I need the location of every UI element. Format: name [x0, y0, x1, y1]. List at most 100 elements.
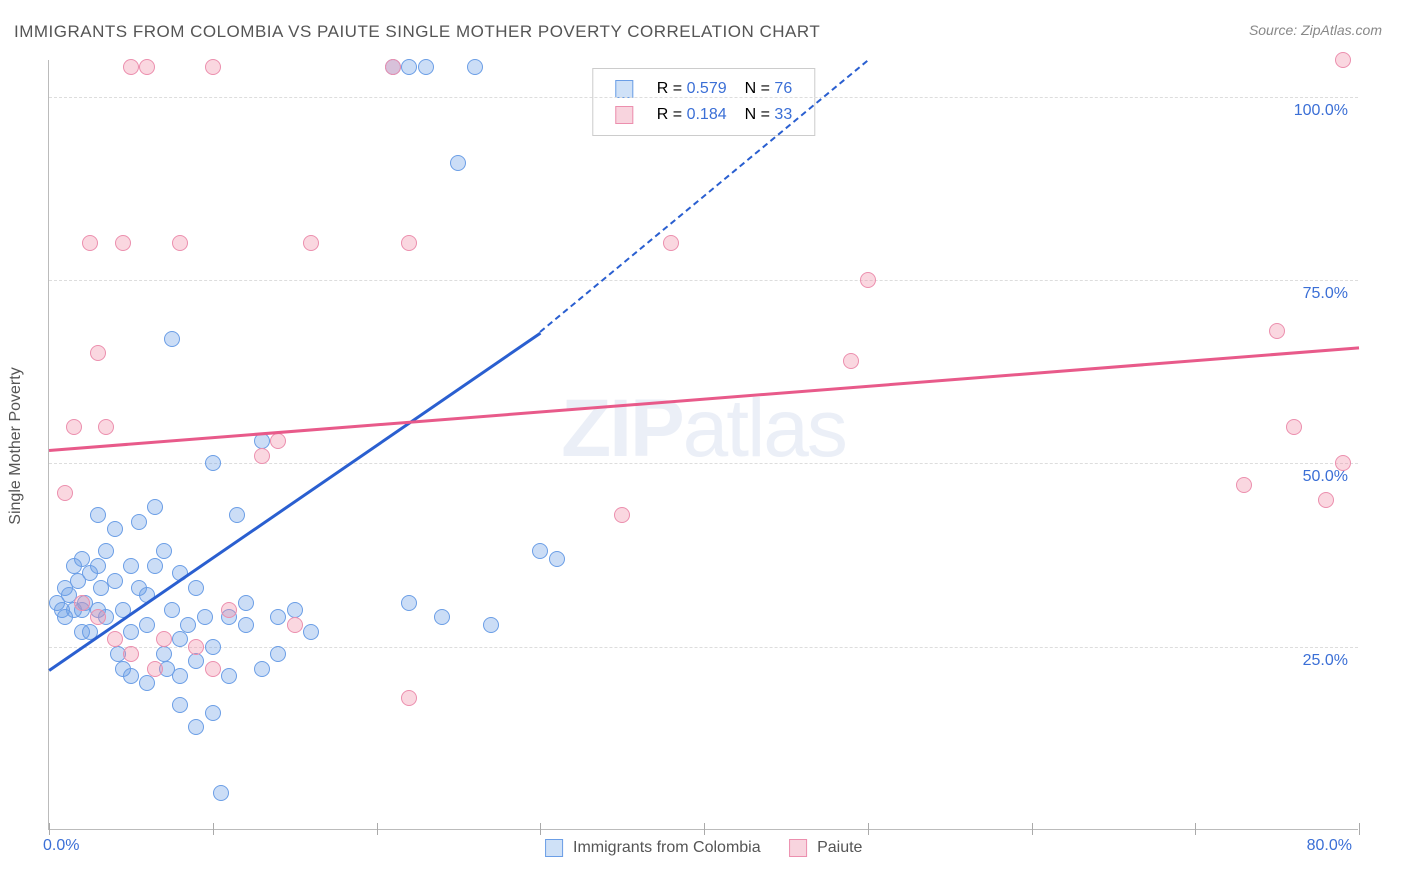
data-point	[860, 272, 876, 288]
data-point	[532, 543, 548, 559]
x-tick-mark	[868, 823, 869, 835]
trend-line	[49, 346, 1359, 451]
data-point	[90, 507, 106, 523]
legend-swatch	[615, 106, 633, 124]
data-point	[254, 433, 270, 449]
data-point	[385, 59, 401, 75]
data-point	[205, 455, 221, 471]
data-point	[107, 573, 123, 589]
data-point	[66, 419, 82, 435]
data-point	[123, 59, 139, 75]
data-point	[205, 59, 221, 75]
data-point	[1286, 419, 1302, 435]
chart-title: IMMIGRANTS FROM COLOMBIA VS PAIUTE SINGL…	[14, 22, 820, 42]
legend-swatch	[789, 839, 807, 857]
data-point	[1335, 455, 1351, 471]
data-point	[90, 558, 106, 574]
data-point	[147, 661, 163, 677]
gridline	[49, 97, 1358, 98]
data-point	[123, 558, 139, 574]
data-point	[418, 59, 434, 75]
data-point	[303, 624, 319, 640]
legend-item: Immigrants from Colombia	[545, 839, 761, 857]
x-tick-mark	[1359, 823, 1360, 835]
data-point	[254, 661, 270, 677]
data-point	[156, 631, 172, 647]
data-point	[213, 785, 229, 801]
x-tick-mark	[1195, 823, 1196, 835]
x-tick-mark	[213, 823, 214, 835]
data-point	[139, 675, 155, 691]
y-tick-label: 75.0%	[1303, 285, 1348, 303]
data-point	[57, 485, 73, 501]
data-point	[238, 595, 254, 611]
data-point	[843, 353, 859, 369]
gridline	[49, 647, 1358, 648]
data-point	[221, 668, 237, 684]
data-point	[287, 617, 303, 633]
data-point	[229, 507, 245, 523]
data-point	[131, 514, 147, 530]
data-point	[156, 543, 172, 559]
data-point	[1318, 492, 1334, 508]
data-point	[82, 235, 98, 251]
data-point	[74, 551, 90, 567]
data-point	[90, 609, 106, 625]
data-point	[98, 543, 114, 559]
data-point	[139, 617, 155, 633]
data-point	[270, 609, 286, 625]
data-point	[123, 646, 139, 662]
data-point	[188, 719, 204, 735]
data-point	[1269, 323, 1285, 339]
data-point	[254, 448, 270, 464]
gridline	[49, 280, 1358, 281]
y-tick-label: 100.0%	[1294, 102, 1348, 120]
data-point	[303, 235, 319, 251]
data-point	[107, 631, 123, 647]
data-point	[172, 697, 188, 713]
data-point	[188, 580, 204, 596]
data-point	[401, 690, 417, 706]
data-point	[270, 646, 286, 662]
data-point	[467, 59, 483, 75]
data-point	[147, 499, 163, 515]
data-point	[401, 59, 417, 75]
data-point	[164, 602, 180, 618]
x-tick-mark	[377, 823, 378, 835]
data-point	[221, 602, 237, 618]
data-point	[287, 602, 303, 618]
scatter-plot: ZIPatlas R = 0.579N = 76R = 0.184N = 33 …	[48, 60, 1358, 830]
gridline	[49, 463, 1358, 464]
data-point	[450, 155, 466, 171]
data-point	[156, 646, 172, 662]
data-point	[401, 595, 417, 611]
data-point	[238, 617, 254, 633]
legend-item: Paiute	[789, 839, 863, 857]
x-tick-mark	[49, 823, 50, 835]
x-tick-mark	[540, 823, 541, 835]
data-point	[270, 433, 286, 449]
y-tick-label: 25.0%	[1303, 652, 1348, 670]
data-point	[172, 668, 188, 684]
data-point	[614, 507, 630, 523]
data-point	[172, 235, 188, 251]
data-point	[205, 661, 221, 677]
data-point	[115, 235, 131, 251]
data-point	[98, 419, 114, 435]
legend-swatch	[615, 80, 633, 98]
data-point	[434, 609, 450, 625]
legend-swatch	[545, 839, 563, 857]
data-point	[205, 705, 221, 721]
x-axis-max-label: 80.0%	[1307, 837, 1352, 855]
data-point	[401, 235, 417, 251]
legend-r: R = 0.184	[649, 103, 735, 127]
source-credit: Source: ZipAtlas.com	[1249, 22, 1382, 38]
data-point	[188, 653, 204, 669]
data-point	[123, 668, 139, 684]
x-tick-mark	[1032, 823, 1033, 835]
data-point	[139, 59, 155, 75]
data-point	[205, 639, 221, 655]
data-point	[172, 631, 188, 647]
data-point	[164, 331, 180, 347]
data-point	[74, 595, 90, 611]
